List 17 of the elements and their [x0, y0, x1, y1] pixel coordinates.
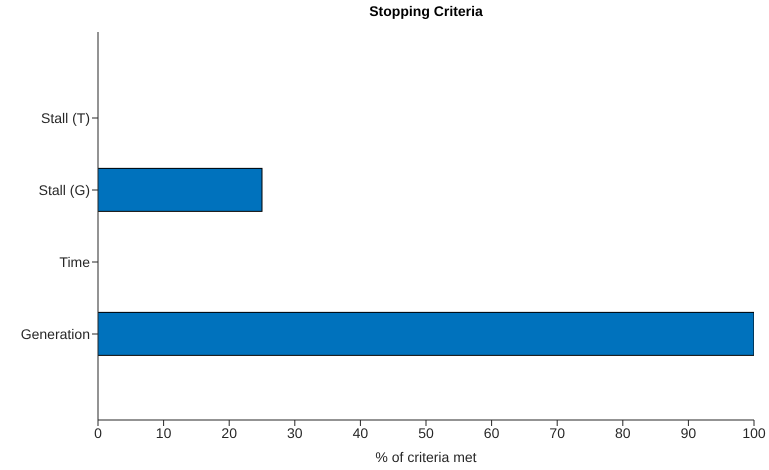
x-tick-label: 30	[287, 424, 303, 441]
x-tick-label: 100	[742, 424, 766, 441]
x-tick-label: 60	[484, 424, 500, 441]
y-tick-label: Generation	[20, 326, 90, 342]
x-tick-label: 90	[680, 424, 696, 441]
x-axis-title: % of criteria met	[375, 449, 477, 465]
x-tick-label: 50	[418, 424, 434, 441]
x-tick-label: 40	[352, 424, 368, 441]
x-tick-label: 10	[156, 424, 172, 441]
y-tick-label: Time	[59, 254, 90, 270]
x-tick-label: 80	[615, 424, 631, 441]
chart-title: Stopping Criteria	[368, 3, 484, 19]
x-tick-label: 20	[221, 424, 238, 441]
x-tick-label: 0	[94, 424, 102, 441]
x-tick-label: 70	[549, 424, 566, 441]
y-tick-label: Stall (G)	[38, 182, 90, 198]
y-tick-label: Stall (T)	[41, 110, 90, 126]
